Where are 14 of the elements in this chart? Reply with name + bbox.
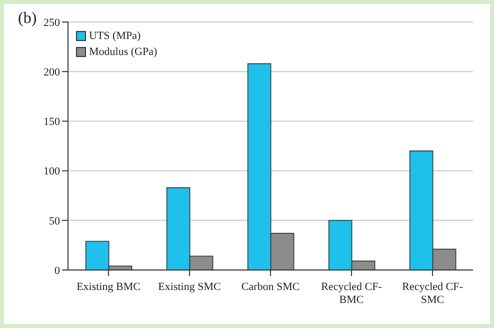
x-tick-label: Existing BMC	[76, 281, 140, 293]
x-tick-label: Recycled CF-BMC	[321, 281, 382, 306]
x-tick-label: Carbon SMC	[241, 281, 300, 293]
y-tick-label: 0	[54, 264, 60, 277]
text: (b)	[18, 10, 37, 28]
legend-label: Modulus (GPa)	[89, 45, 158, 60]
x-tick-label: Existing SMC	[158, 281, 221, 293]
y-tick-label: 100	[44, 166, 60, 178]
legend-label: UTS (MPa)	[89, 29, 141, 44]
x-tick-label: Recycled CF-SMC	[402, 281, 464, 306]
y-tick-label: 50	[49, 215, 60, 228]
y-tick-label: 150	[44, 116, 60, 128]
y-tick-label: 200	[44, 66, 60, 79]
y-tick-label: 250	[44, 16, 60, 29]
